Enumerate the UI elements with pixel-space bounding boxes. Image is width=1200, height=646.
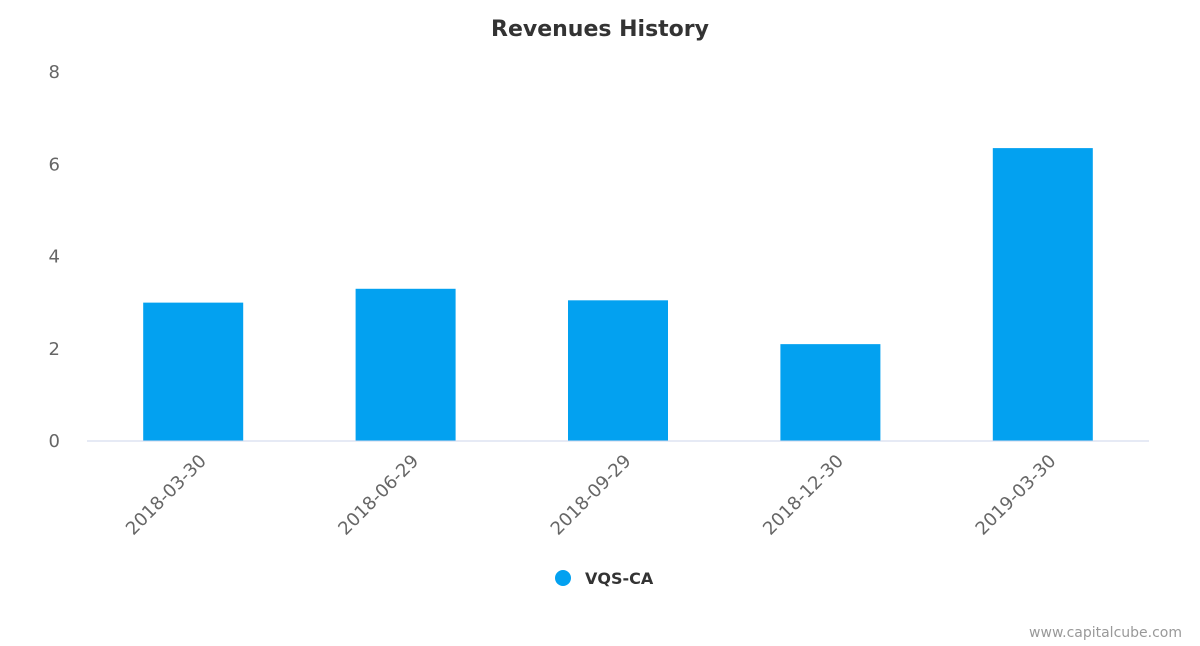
bar-2018-09-29[interactable]	[568, 300, 668, 441]
y-axis: 0 2 4 6 8	[49, 62, 60, 452]
legend-marker	[555, 570, 571, 586]
y-tick-label: 6	[49, 154, 60, 175]
chart-title: Revenues History	[491, 17, 709, 42]
x-axis: 2018-03-30 2018-06-29 2018-09-29 2018-12-30…	[122, 451, 1060, 540]
y-tick-label: 8	[49, 62, 60, 83]
legend[interactable]: VQS-CA	[555, 569, 654, 588]
credit-text[interactable]: www.capitalcube.com	[1029, 625, 1182, 641]
bar-2018-03-30[interactable]	[143, 302, 244, 441]
bar-2019-03-30[interactable]	[992, 148, 1093, 441]
bar-2018-12-30[interactable]	[780, 344, 881, 441]
x-tick-label: 2018-09-29	[547, 451, 636, 540]
x-tick-label: 2018-03-30	[122, 451, 211, 540]
y-tick-label: 4	[49, 247, 60, 268]
y-tick-label: 2	[49, 339, 60, 360]
x-tick-label: 2018-12-30	[759, 451, 848, 540]
bar-2018-06-29[interactable]	[355, 288, 456, 441]
x-tick-label: 2018-06-29	[334, 451, 423, 540]
bar-series	[143, 148, 1093, 441]
y-tick-label: 0	[49, 431, 60, 452]
legend-label: VQS-CA	[585, 569, 654, 588]
x-tick-label: 2019-03-30	[972, 451, 1061, 540]
